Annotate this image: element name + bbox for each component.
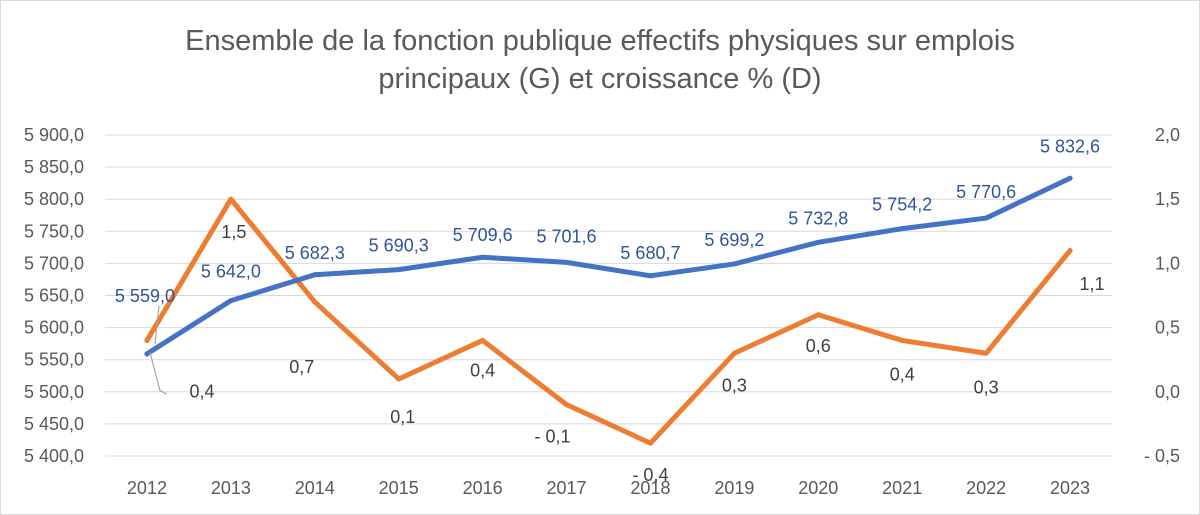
data-point-effectifs [396, 267, 402, 273]
data-label-croissance: 0,4 [189, 381, 214, 401]
data-point-effectifs [228, 298, 234, 304]
data-point-croissance [144, 337, 150, 343]
data-label-croissance: 0,6 [806, 336, 831, 356]
data-label-effectifs: 5 642,0 [201, 262, 261, 282]
data-label-effectifs: 5 832,6 [1040, 136, 1100, 156]
data-point-croissance [731, 350, 737, 356]
x-tick-label: 2016 [463, 478, 503, 498]
data-label-croissance: 0,4 [890, 364, 915, 384]
data-point-effectifs [815, 239, 821, 245]
leader-line [154, 305, 160, 344]
data-point-effectifs [731, 261, 737, 267]
y-right-tick-label: 0,5 [1155, 318, 1180, 338]
data-point-croissance [312, 299, 318, 305]
data-label-croissance: 0,1 [390, 407, 415, 427]
y-left-tick-label: 5 700,0 [24, 253, 84, 273]
data-point-effectifs [983, 215, 989, 221]
data-label-croissance: 0,3 [974, 377, 999, 397]
x-tick-label: 2015 [379, 478, 419, 498]
data-label-effectifs: 5 701,6 [537, 226, 597, 246]
data-label-croissance: 1,1 [1079, 274, 1104, 294]
data-label-croissance: 1,5 [221, 222, 246, 242]
y-left-tick-label: 5 650,0 [24, 286, 84, 306]
y-left-tick-label: 5 600,0 [24, 318, 84, 338]
y-left-tick-label: 5 900,0 [24, 125, 84, 145]
data-label-effectifs: 5 559,0 [115, 286, 175, 306]
y-right-tick-label: 2,0 [1155, 125, 1180, 145]
x-tick-label: 2014 [295, 478, 335, 498]
y-left-tick-label: 5 850,0 [24, 157, 84, 177]
y-left-tick-label: 5 400,0 [24, 446, 84, 466]
data-label-effectifs: 5 699,2 [704, 230, 764, 250]
data-point-effectifs [144, 351, 150, 357]
y-left-tick-label: 5 500,0 [24, 382, 84, 402]
data-point-croissance [396, 376, 402, 382]
y-right-tick-label: 0,0 [1155, 382, 1180, 402]
x-tick-label: 2013 [211, 478, 251, 498]
data-label-croissance: - 0,4 [632, 465, 668, 485]
leader-line [149, 352, 168, 395]
chart-title-line-2: principaux (G) et croissance % (D) [378, 63, 822, 95]
data-point-effectifs [312, 272, 318, 278]
data-point-effectifs [647, 273, 653, 279]
x-tick-label: 2017 [547, 478, 587, 498]
data-point-croissance [815, 312, 821, 318]
data-point-croissance [228, 196, 234, 202]
data-point-effectifs [564, 259, 570, 265]
y-right-tick-label: - 0,5 [1144, 446, 1180, 466]
x-tick-label: 2012 [127, 478, 167, 498]
series-line-effectifs [144, 175, 1073, 357]
data-point-effectifs [899, 226, 905, 232]
data-label-effectifs: 5 709,6 [453, 225, 513, 245]
x-tick-label: 2018 [630, 478, 670, 498]
y-left-tick-label: 5 800,0 [24, 189, 84, 209]
y-right-tick-label: 1,5 [1155, 189, 1180, 209]
chart-title: Ensemble de la fonction publique effecti… [0, 22, 1200, 98]
y-right-tick-label: 1,0 [1155, 253, 1180, 273]
x-tick-label: 2020 [798, 478, 838, 498]
data-label-effectifs: 5 690,3 [369, 236, 429, 256]
data-label-effectifs: 5 754,2 [872, 195, 932, 215]
data-point-croissance [480, 337, 486, 343]
data-point-croissance [564, 402, 570, 408]
data-point-effectifs [1067, 175, 1073, 181]
data-label-effectifs: 5 770,6 [956, 182, 1016, 202]
data-point-croissance [983, 350, 989, 356]
y-left-tick-label: 5 750,0 [24, 221, 84, 241]
data-point-croissance [899, 337, 905, 343]
data-label-effectifs: 5 732,8 [788, 208, 848, 228]
y-left-tick-label: 5 550,0 [24, 350, 84, 370]
data-label-croissance: 0,4 [470, 360, 495, 380]
series-line-croissance [144, 196, 1073, 446]
chart-title-line-1: Ensemble de la fonction publique effecti… [185, 25, 1015, 57]
x-tick-label: 2021 [882, 478, 922, 498]
data-label-croissance: 0,3 [722, 375, 747, 395]
data-label-croissance: 0,7 [289, 357, 314, 377]
x-tick-label: 2023 [1050, 478, 1090, 498]
data-point-croissance [1067, 248, 1073, 254]
data-point-croissance [647, 440, 653, 446]
x-tick-label: 2019 [714, 478, 754, 498]
data-point-effectifs [480, 254, 486, 260]
data-label-effectifs: 5 680,7 [620, 243, 680, 263]
data-label-croissance: - 0,1 [535, 427, 571, 447]
data-label-effectifs: 5 682,3 [285, 243, 345, 263]
y-left-tick-label: 5 450,0 [24, 414, 84, 434]
x-tick-label: 2022 [966, 478, 1006, 498]
